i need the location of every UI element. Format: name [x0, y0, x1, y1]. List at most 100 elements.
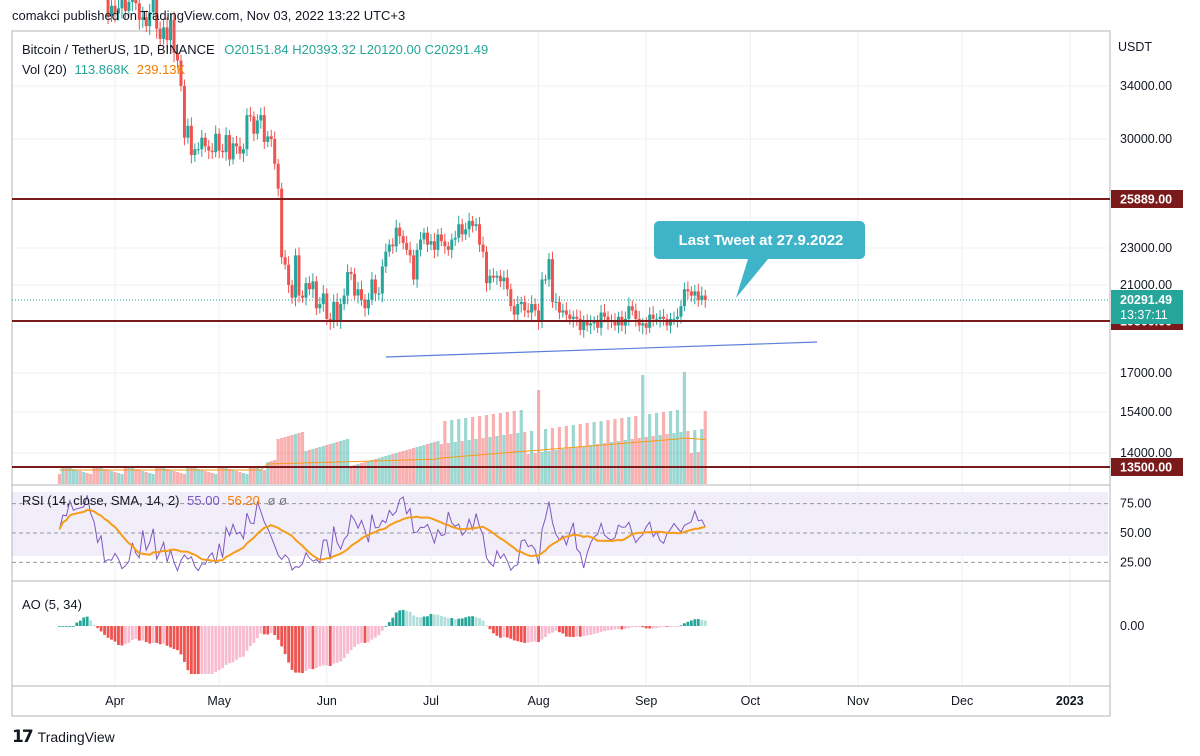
ao-bar [575, 626, 579, 637]
ao-bar [683, 623, 686, 626]
candle [568, 314, 572, 319]
candle [280, 188, 284, 258]
volume-bar [99, 468, 103, 484]
candle [627, 306, 631, 319]
symbol-label[interactable]: Bitcoin / TetherUS, 1D, BINANCE [22, 42, 215, 57]
candle [502, 277, 506, 282]
volume-bar [168, 470, 173, 484]
candle [394, 227, 398, 247]
ao-bar [471, 616, 475, 626]
volume-bar [630, 439, 634, 484]
candle [384, 251, 388, 267]
ao-bar [523, 626, 527, 643]
volume-label[interactable]: Vol (20) [22, 62, 67, 77]
ao-bar [71, 626, 75, 627]
ao-bar [89, 620, 93, 626]
candle [564, 310, 568, 315]
candle [401, 236, 405, 243]
tradingview-logo-icon[interactable]: 17 [12, 727, 34, 747]
ao-bar [474, 616, 478, 626]
candle [509, 289, 513, 307]
ao-bar [537, 626, 540, 643]
ao-bar [460, 618, 464, 626]
candle [398, 227, 402, 237]
candle [519, 301, 523, 305]
volume-bar [436, 441, 440, 484]
candle [505, 277, 509, 290]
volume-bar [599, 421, 603, 484]
candle [387, 244, 391, 252]
volume-bar [252, 467, 256, 484]
volume-bar [661, 412, 666, 484]
volume-bar [377, 458, 381, 484]
volume-bar [575, 447, 579, 484]
volume-bar [200, 470, 204, 484]
volume-bar [196, 469, 200, 484]
ao-bar [252, 626, 256, 643]
ao-bar [380, 626, 384, 631]
volume-bar [484, 415, 489, 484]
ao-bar [124, 626, 127, 644]
ao-bar [582, 626, 586, 637]
candle [366, 299, 370, 309]
volume-bar [523, 432, 527, 484]
ao-bar [658, 626, 662, 628]
candle [214, 133, 218, 153]
price-axis: USDT 34000.00 30000.00 23000.00 21000.00 1700… [1118, 40, 1172, 460]
rsi-label[interactable]: RSI (14, close, SMA, 14, 2) [22, 493, 180, 508]
candle [304, 283, 308, 298]
ao-bar [526, 626, 530, 643]
candle [495, 275, 499, 278]
volume-bar [460, 441, 464, 484]
volume-bar [134, 469, 138, 484]
ao-bar [64, 626, 68, 627]
ao-bar [672, 626, 676, 627]
annotation-text: Last Tweet at 27.9.2022 [679, 232, 844, 249]
volume-bar [332, 443, 336, 484]
ao-bar [255, 626, 259, 639]
volume-bar [620, 418, 624, 484]
annotation-callout: Last Tweet at 27.9.2022 [654, 221, 865, 298]
ao-bar [318, 626, 322, 667]
volume-bar [175, 472, 180, 484]
ao-label[interactable]: AO (5, 34) [22, 597, 82, 612]
volume-bar [158, 467, 162, 484]
ao-bar [127, 626, 131, 643]
volume-bar [71, 469, 75, 484]
ao-bar [533, 626, 537, 642]
candle [669, 318, 673, 326]
volume-bar [148, 473, 152, 484]
ao-bar [519, 626, 523, 643]
ao-bar [648, 626, 652, 629]
volume-bar [488, 437, 492, 484]
ao-bar [613, 626, 617, 630]
time-tick-label: Dec [951, 694, 973, 708]
volume-bar [238, 472, 242, 484]
volume-bar [495, 436, 499, 484]
ao-bar [412, 615, 415, 626]
candle [544, 279, 548, 281]
price-tick-label: 34000.00 [1120, 79, 1172, 93]
ao-bar [623, 626, 627, 630]
ao-bar [332, 626, 336, 664]
candle [693, 291, 697, 296]
candle [585, 321, 589, 326]
ao-bar [391, 617, 395, 626]
ao-bar [505, 626, 509, 638]
candle [662, 316, 666, 319]
ao-bar [679, 625, 683, 627]
candle [425, 232, 429, 245]
ao-bar [620, 626, 624, 630]
time-tick-label: 2023 [1056, 694, 1084, 708]
support-trendline [385, 341, 818, 358]
candle [290, 285, 294, 298]
volume-bar [613, 419, 617, 484]
grid-lines [12, 31, 1108, 686]
volume-bar [582, 446, 586, 484]
candle [314, 281, 318, 309]
ao-bar [568, 626, 572, 637]
ohlc-high: H20393.32 [292, 42, 356, 57]
volume-bar [474, 439, 478, 484]
volume-bar [502, 435, 506, 484]
